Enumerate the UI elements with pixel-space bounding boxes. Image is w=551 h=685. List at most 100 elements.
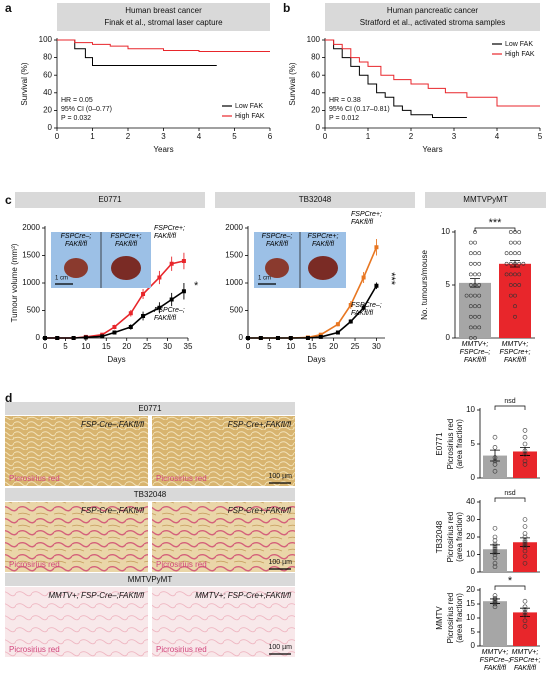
series-end-label: FSPCre–; FAKfl/fl [351, 302, 382, 317]
data-point [504, 261, 509, 266]
data-point [71, 336, 76, 340]
data-point [517, 251, 522, 256]
micrograph-title: MMTVPyMT [128, 575, 173, 584]
data-point [517, 283, 522, 287]
inset-label: FSPCre–; FAKfl/fl [60, 233, 92, 249]
scale-label: 100 µm [269, 473, 293, 480]
y-tick-label: 0 [471, 567, 476, 576]
micrograph-label: FSP-Cre–;FAKfl/fl [81, 420, 144, 429]
data-point [181, 289, 186, 294]
x-tick-label: 1 [90, 132, 95, 141]
data-point [141, 292, 146, 296]
inset-label: FSPCre+; FAKfl/fl [308, 233, 339, 248]
y-tick-label: 20 [466, 532, 475, 541]
data-point [504, 272, 509, 277]
y-axis-label: Survival (%) [20, 62, 29, 105]
data-point [522, 624, 528, 629]
data-point [361, 275, 366, 280]
x-tick-label: 3 [452, 132, 457, 141]
series-end-label: FSPCre+; FAKfl/fl [351, 211, 382, 227]
scale-label: 100 µm [269, 644, 293, 651]
significance: *** [385, 272, 397, 286]
series-line [248, 285, 378, 339]
x-tick-label: 1 [366, 132, 371, 141]
data-point [513, 251, 517, 256]
x-tick-label: MMTV+; FSPCre+; FAKfl/fl [509, 649, 541, 673]
x-tick-label: MMTV+; FSPCre+; FAKfl/fl [500, 341, 531, 364]
legend-label: Low FAK [505, 41, 533, 48]
data-point [473, 261, 477, 266]
bar [483, 601, 507, 646]
micrograph [5, 587, 148, 657]
micrograph [152, 502, 295, 572]
data-point [492, 468, 498, 474]
data-point [522, 612, 528, 618]
micrograph-label: MMTV+; FSP-Cre+;FAKfl/fl [195, 591, 291, 600]
inset-label: FSPCre–; FAKfl/fl [60, 233, 92, 249]
data-point [492, 455, 498, 460]
y-tick-label: 500 [230, 306, 244, 315]
data-point [157, 305, 162, 310]
data-point [492, 546, 498, 552]
data-point [492, 545, 498, 550]
data-point [477, 272, 482, 277]
scale-label: 1 cm [55, 276, 68, 282]
data-point [473, 293, 477, 298]
data-point [492, 596, 498, 601]
header-box [215, 192, 415, 208]
series-line [325, 39, 467, 118]
data-point [517, 261, 522, 266]
significance: *** [489, 217, 503, 229]
data-point [128, 311, 133, 316]
micrograph [5, 416, 148, 486]
y-axis-label: Picrosirius red [446, 419, 455, 470]
data-point [477, 293, 482, 298]
data-point [522, 434, 528, 440]
series-end-label: FSPCre+; FAKfl/fl [154, 225, 185, 240]
data-point [141, 314, 146, 318]
micrograph-label: FSP-Cre+;FAKfl/fl [228, 506, 291, 515]
data-point [522, 543, 528, 549]
stain-label: Picrosirius red [9, 560, 60, 569]
y-tick-label: 1500 [22, 251, 40, 260]
stain-label: Picrosirius red [156, 645, 207, 654]
data-point [169, 261, 174, 266]
data-point [169, 297, 174, 302]
data-point [522, 448, 528, 454]
data-point [492, 525, 498, 531]
series-end-label: FSPCre–; FAKfl/fl [154, 307, 185, 323]
data-point [100, 334, 105, 339]
y-tick-label: 80 [311, 53, 320, 62]
x-tick-label: 3 [161, 132, 166, 141]
data-point [492, 552, 498, 557]
data-point [473, 283, 477, 287]
y-tick-label: 80 [43, 53, 52, 62]
series-line [57, 39, 270, 52]
y-axis-label: (area fraction) [455, 593, 464, 643]
stain-label: Picrosirius red [156, 474, 207, 483]
data-point [288, 336, 293, 340]
series-end-label: FSPCre+; FAKfl/fl [351, 211, 382, 227]
y-tick-label: 40 [466, 497, 475, 506]
data-point [112, 330, 117, 335]
data-point [335, 322, 340, 327]
y-axis-label: No. tumours/mouse [420, 250, 429, 320]
y-tick-label: 10 [466, 613, 475, 622]
x-tick-label: 25 [351, 342, 360, 351]
data-point [492, 555, 498, 561]
header-box [5, 488, 295, 501]
panel-label: a [5, 1, 12, 15]
x-tick-label: 20 [329, 342, 338, 351]
data-point [492, 560, 498, 566]
y-tick-label: 100 [39, 35, 53, 44]
x-tick-label: 10 [286, 342, 295, 351]
data-point [492, 445, 498, 450]
data-point [473, 240, 477, 245]
data-point [468, 304, 473, 309]
data-point [112, 325, 117, 329]
data-point [504, 251, 509, 256]
y-tick-label: 40 [43, 88, 52, 97]
data-point [275, 336, 280, 340]
data-point [522, 538, 528, 543]
data-point [522, 441, 528, 447]
